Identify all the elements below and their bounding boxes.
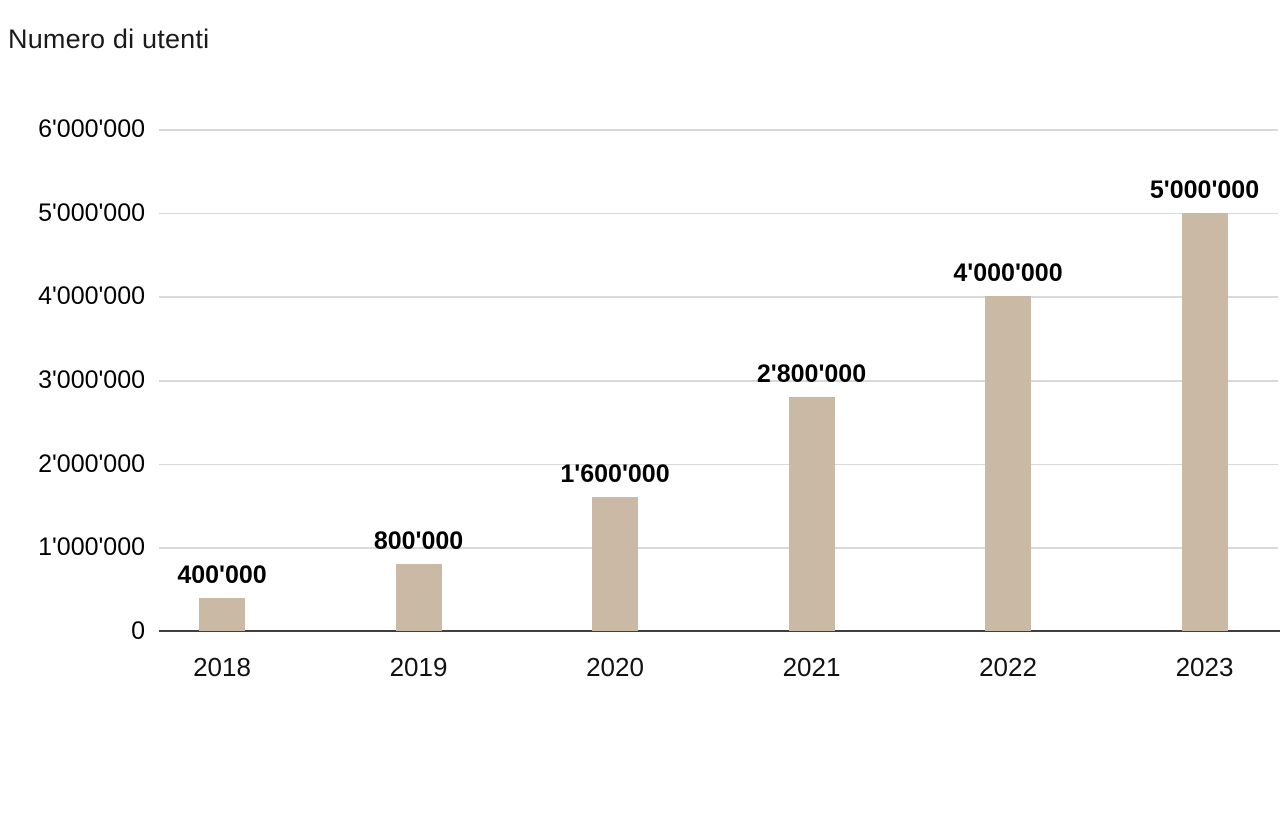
x-axis-line [159,630,1280,632]
x-tick-label: 2019 [389,652,448,682]
bar [1181,212,1228,631]
gridline [159,129,1278,131]
y-tick-label: 6'000'000 [38,115,145,143]
bar-value-label: 1'600'000 [560,460,670,489]
x-tick-label: 2020 [586,652,644,682]
y-tick-label: 4'000'000 [38,282,145,311]
bar-value-label: 400'000 [177,560,267,589]
y-tick-label: 1'000'000 [38,533,145,562]
gridline [159,212,1278,215]
gridline [159,463,1278,466]
x-tick-label: 2018 [193,652,251,682]
bar [985,296,1031,631]
bar-value-label: 5'000'000 [1149,175,1260,204]
bar [395,564,442,631]
x-tick-label: 2023 [1175,652,1234,682]
gridline [159,547,1278,549]
x-tick-label: 2021 [782,652,841,682]
y-tick-label: 2'000'000 [38,449,145,478]
bar [788,396,835,631]
x-tick-label: 2022 [979,652,1037,682]
bar-value-label: 800'000 [373,527,464,556]
bar-value-label: 4'000'000 [953,259,1063,288]
bar [592,497,638,631]
y-tick-label: 5'000'000 [38,198,145,227]
bar [199,597,245,631]
y-tick-label: 3'000'000 [38,366,145,394]
gridline [159,380,1278,382]
chart-title: Numero di utenti [8,24,210,54]
y-tick-label: 0 [131,617,145,645]
bar-value-label: 2'800'000 [756,359,867,388]
gridline [159,296,1278,298]
